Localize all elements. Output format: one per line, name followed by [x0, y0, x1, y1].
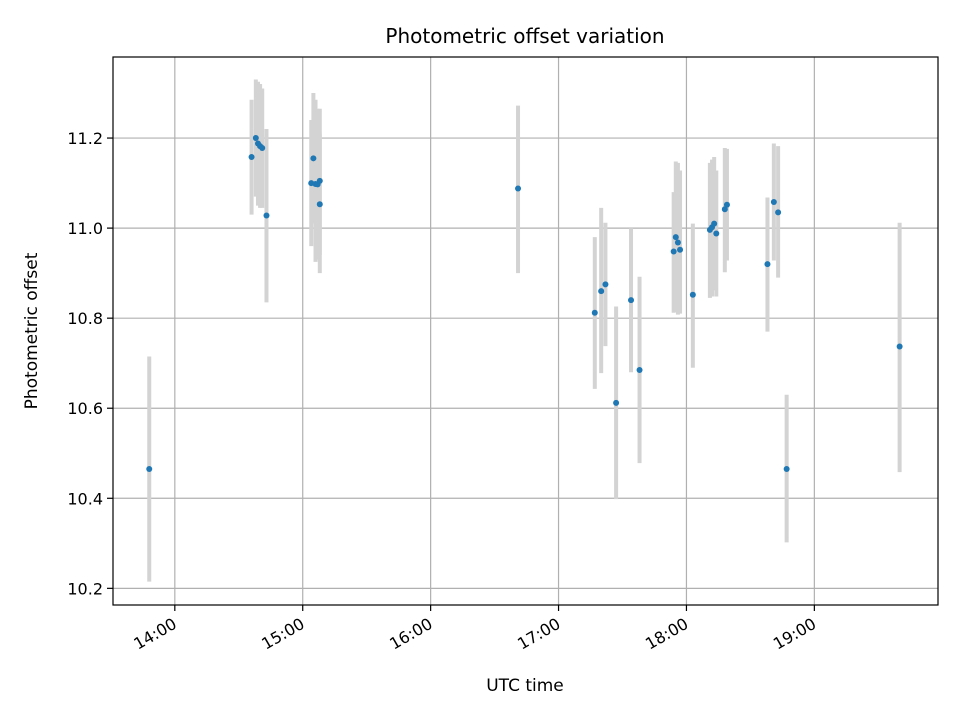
y-tick-label: 11.2: [67, 129, 103, 148]
data-points: [146, 135, 903, 473]
data-point: [613, 399, 620, 406]
data-point: [259, 144, 266, 151]
data-point: [770, 198, 777, 205]
data-point: [672, 234, 679, 241]
data-point: [316, 177, 323, 184]
y-tick-label: 11.0: [67, 219, 103, 238]
data-point: [310, 155, 317, 162]
data-point: [248, 153, 255, 160]
data-point: [515, 185, 522, 192]
y-tick-label: 10.4: [67, 489, 103, 508]
data-point: [713, 230, 720, 237]
chart-title: Photometric offset variation: [385, 24, 664, 48]
x-axis-title: UTC time: [486, 676, 564, 696]
data-point: [723, 201, 730, 208]
data-point: [636, 366, 643, 373]
y-tick-label: 10.6: [67, 399, 103, 418]
data-point: [764, 261, 771, 268]
y-tick-label: 10.8: [67, 309, 103, 328]
data-point: [783, 466, 790, 473]
data-point: [689, 291, 696, 298]
y-tick-label: 10.2: [67, 579, 103, 598]
data-point: [711, 220, 718, 227]
data-point: [146, 466, 153, 473]
plot-frame: [112, 56, 939, 606]
data-point: [316, 201, 323, 208]
data-point: [628, 297, 635, 304]
y-axis-title: Photometric offset: [22, 252, 42, 409]
data-point: [670, 248, 677, 255]
data-point: [775, 209, 782, 216]
data-point: [674, 239, 681, 246]
data-point: [591, 309, 598, 316]
data-point: [263, 212, 270, 219]
data-point: [896, 343, 903, 350]
data-point: [677, 246, 684, 253]
data-point: [602, 281, 609, 288]
data-point: [721, 206, 728, 213]
data-point: [598, 288, 605, 295]
data-point: [252, 135, 259, 142]
